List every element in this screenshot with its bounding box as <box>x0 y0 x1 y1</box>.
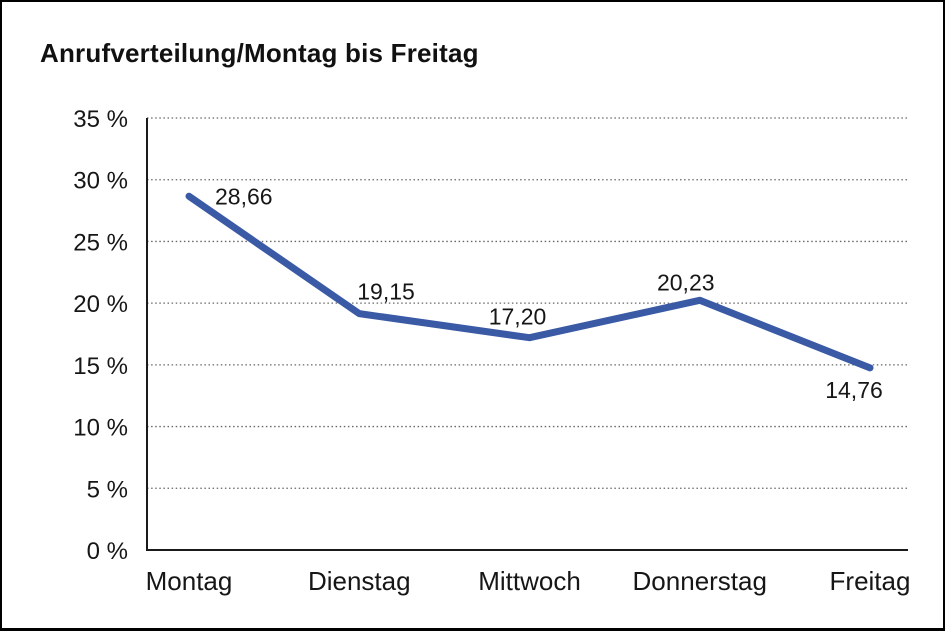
y-tick-label: 5 % <box>87 476 128 503</box>
data-point-label: 14,76 <box>825 377 883 403</box>
x-category-label: Donnerstag <box>633 566 767 596</box>
y-tick-label: 15 % <box>73 353 128 380</box>
data-point-label: 19,15 <box>357 279 415 305</box>
data-polyline <box>185 192 874 372</box>
chart-title: Anrufverteilung/Montag bis Freitag <box>40 38 479 68</box>
data-point-label: 28,66 <box>215 183 273 209</box>
y-tick-label: 30 % <box>73 168 128 195</box>
x-category-label: Dienstag <box>308 566 411 596</box>
y-tick-label: 35 % <box>73 106 128 133</box>
y-tick-label: 0 % <box>87 538 128 565</box>
x-category-label: Freitag <box>830 566 911 596</box>
x-category-label: Mittwoch <box>478 566 581 596</box>
data-point-label: 17,20 <box>489 304 547 330</box>
y-tick-label: 10 % <box>73 415 128 442</box>
x-category-label: Montag <box>146 566 233 596</box>
y-tick-label: 25 % <box>73 229 128 256</box>
y-tick-label: 20 % <box>73 291 128 318</box>
data-point-label: 20,23 <box>657 269 715 295</box>
